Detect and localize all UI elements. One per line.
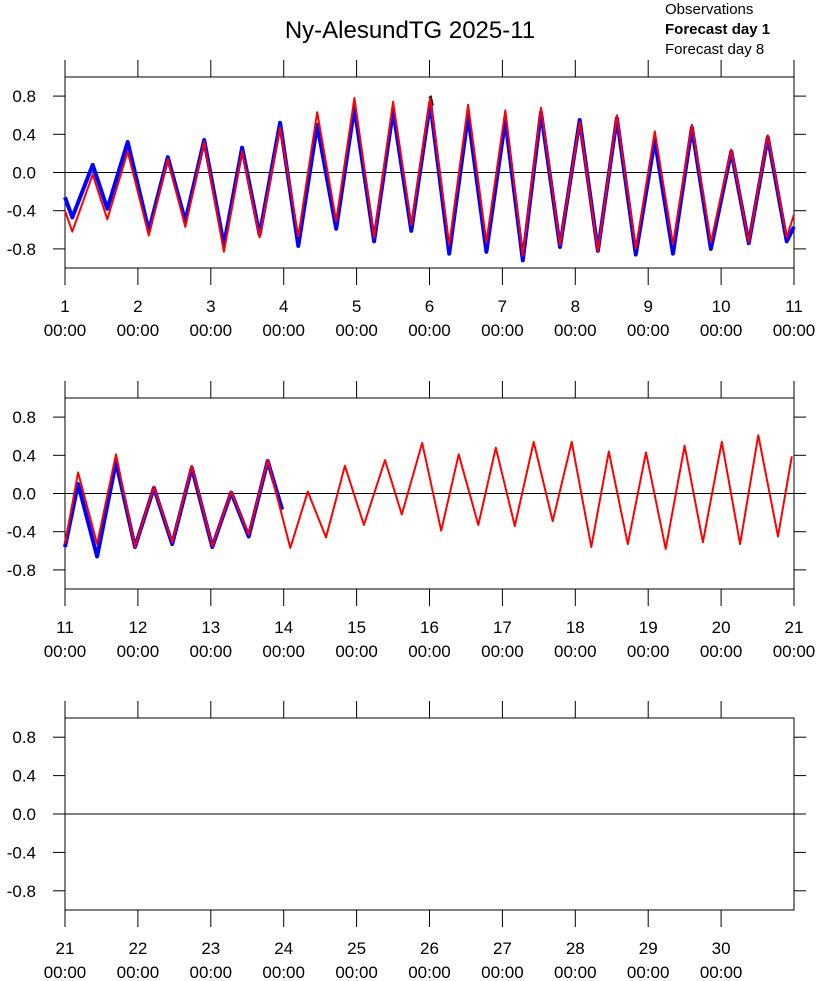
x-tick-label: 24 — [274, 939, 293, 958]
x-tick-time: 00:00 — [335, 321, 378, 340]
x-tick-time: 00:00 — [554, 321, 597, 340]
x-tick-label: 5 — [352, 297, 361, 316]
x-tick-label: 14 — [274, 618, 293, 637]
y-tick-label: 0.0 — [12, 485, 36, 504]
x-tick-label: 6 — [425, 297, 434, 316]
x-tick-label: 13 — [201, 618, 220, 637]
x-tick-time: 00:00 — [117, 642, 160, 661]
y-tick-label: 0.8 — [12, 728, 36, 747]
x-tick-time: 00:00 — [335, 963, 378, 981]
x-tick-time: 00:00 — [700, 963, 743, 981]
y-tick-label: -0.8 — [7, 240, 36, 259]
x-tick-time: 00:00 — [190, 321, 233, 340]
y-tick-label: 0.4 — [12, 446, 36, 465]
x-tick-time: 00:00 — [773, 642, 816, 661]
x-tick-label: 7 — [498, 297, 507, 316]
x-tick-label: 20 — [712, 618, 731, 637]
x-tick-label: 11 — [56, 618, 74, 637]
y-tick-label: -0.4 — [7, 843, 36, 862]
legend-entry: Observations — [665, 1, 753, 18]
x-tick-time: 00:00 — [190, 642, 233, 661]
x-tick-label: 17 — [493, 618, 512, 637]
y-tick-label: -0.8 — [7, 882, 36, 901]
x-tick-time: 00:00 — [335, 642, 378, 661]
x-tick-label: 23 — [201, 939, 220, 958]
x-tick-label: 28 — [566, 939, 585, 958]
x-tick-time: 00:00 — [773, 321, 816, 340]
y-tick-label: 0.8 — [12, 408, 36, 427]
y-tick-label: 0.4 — [12, 125, 36, 144]
x-tick-label: 27 — [493, 939, 512, 958]
y-tick-label: 0.0 — [12, 805, 36, 824]
x-tick-time: 00:00 — [627, 963, 670, 981]
x-tick-time: 00:00 — [117, 321, 160, 340]
series-line — [63, 459, 285, 559]
y-tick-label: 0.8 — [12, 87, 36, 106]
x-tick-time: 00:00 — [408, 321, 451, 340]
y-tick-label: -0.8 — [7, 561, 36, 580]
x-tick-label: 18 — [566, 618, 585, 637]
x-tick-label: 15 — [347, 618, 366, 637]
x-tick-label: 21 — [785, 618, 804, 637]
series-line — [64, 434, 793, 550]
x-tick-time: 00:00 — [262, 642, 305, 661]
x-tick-label: 26 — [420, 939, 439, 958]
x-tick-label: 9 — [643, 297, 652, 316]
x-tick-label: 3 — [206, 297, 215, 316]
y-tick-label: 0.4 — [12, 767, 36, 786]
x-tick-label: 12 — [128, 618, 147, 637]
x-tick-time: 00:00 — [44, 642, 87, 661]
x-tick-time: 00:00 — [700, 642, 743, 661]
x-tick-label: 8 — [571, 297, 580, 316]
x-tick-label: 29 — [639, 939, 658, 958]
x-tick-time: 00:00 — [481, 321, 524, 340]
x-tick-label: 10 — [712, 297, 731, 316]
x-tick-label: 30 — [712, 939, 731, 958]
x-tick-time: 00:00 — [408, 642, 451, 661]
x-tick-time: 00:00 — [627, 642, 670, 661]
series-line — [64, 97, 795, 257]
x-tick-time: 00:00 — [190, 963, 233, 981]
x-tick-time: 00:00 — [481, 642, 524, 661]
x-tick-time: 00:00 — [554, 642, 597, 661]
x-tick-label: 16 — [420, 618, 439, 637]
x-tick-label: 11 — [785, 297, 803, 316]
x-tick-time: 00:00 — [44, 963, 87, 981]
x-tick-time: 00:00 — [408, 963, 451, 981]
legend-entry: Forecast day 1 — [665, 21, 770, 38]
x-tick-time: 00:00 — [700, 321, 743, 340]
x-tick-time: 00:00 — [44, 321, 87, 340]
x-tick-label: 4 — [279, 297, 288, 316]
x-tick-time: 00:00 — [117, 963, 160, 981]
legend-entry: Forecast day 8 — [665, 41, 764, 58]
x-tick-time: 00:00 — [262, 321, 305, 340]
x-tick-time: 00:00 — [262, 963, 305, 981]
y-tick-label: 0.0 — [12, 164, 36, 183]
x-tick-label: 21 — [56, 939, 75, 958]
x-tick-label: 19 — [639, 618, 658, 637]
x-tick-time: 00:00 — [481, 963, 524, 981]
x-tick-time: 00:00 — [554, 963, 597, 981]
chart-title: Ny-AlesundTG 2025-11 — [285, 17, 535, 44]
x-tick-time: 00:00 — [627, 321, 670, 340]
x-tick-label: 2 — [133, 297, 142, 316]
y-tick-label: -0.4 — [7, 202, 36, 221]
x-tick-label: 1 — [60, 297, 69, 316]
x-tick-label: 22 — [128, 939, 147, 958]
y-tick-label: -0.4 — [7, 523, 36, 542]
x-tick-label: 25 — [347, 939, 366, 958]
